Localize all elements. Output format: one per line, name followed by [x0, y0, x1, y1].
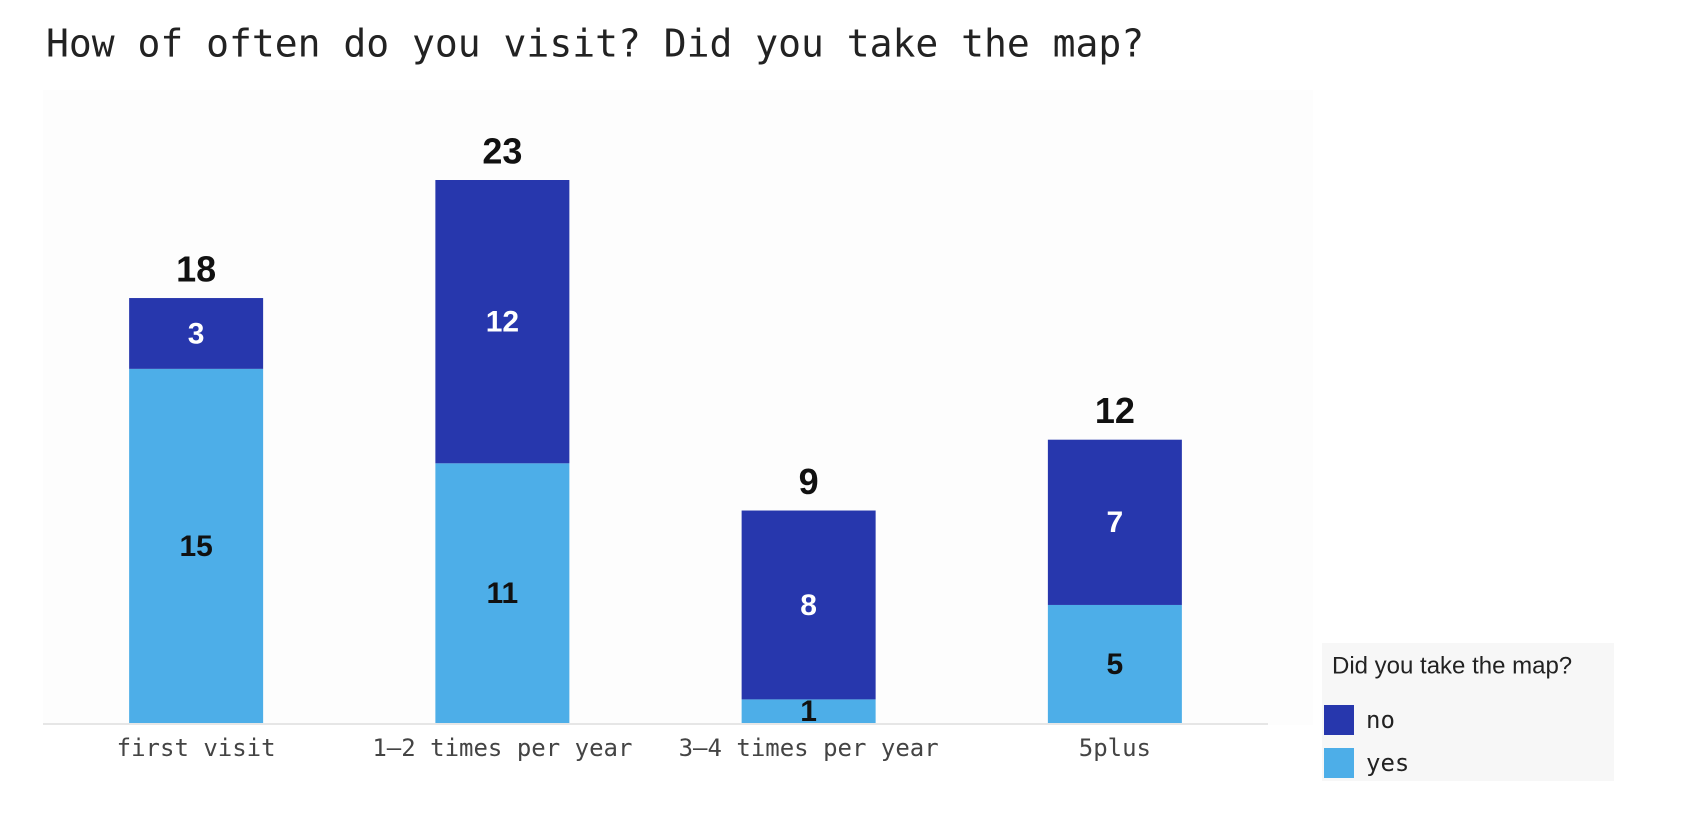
x-tick-label: 1–2 times per year: [372, 734, 632, 762]
x-tick-label: first visit: [117, 734, 276, 762]
value-label: 5: [1107, 648, 1124, 681]
value-label: 8: [800, 589, 817, 622]
value-label: 1: [800, 695, 817, 728]
bar-segment: [435, 463, 570, 723]
bar-segment: [1047, 439, 1182, 605]
legend-box: [1322, 643, 1614, 781]
value-label: 12: [486, 306, 519, 339]
value-label: 3: [188, 317, 205, 350]
value-label: 15: [179, 530, 212, 563]
legend-swatch: [1324, 705, 1354, 735]
chart-title: How of often do you visit? Did you take …: [46, 22, 1144, 66]
value-label: 7: [1107, 506, 1124, 539]
total-label: 9: [799, 461, 819, 502]
legend-swatch: [1324, 748, 1354, 778]
bar-segment: [741, 510, 876, 700]
legend-title: Did you take the map?: [1332, 652, 1572, 679]
bar-segment: [129, 368, 264, 723]
value-label: 11: [487, 577, 519, 610]
x-tick-label: 5plus: [1079, 734, 1151, 762]
total-label: 12: [1095, 390, 1135, 431]
x-tick-label: 3–4 times per year: [679, 734, 939, 762]
legend-label: no: [1366, 706, 1395, 734]
total-label: 18: [176, 249, 216, 290]
total-label: 23: [482, 131, 522, 172]
legend-label: yes: [1366, 749, 1409, 777]
bar-segment: [435, 180, 570, 464]
bar-segment: [129, 298, 264, 369]
bar-segment: [741, 699, 876, 723]
bar-segment: [1047, 604, 1182, 723]
